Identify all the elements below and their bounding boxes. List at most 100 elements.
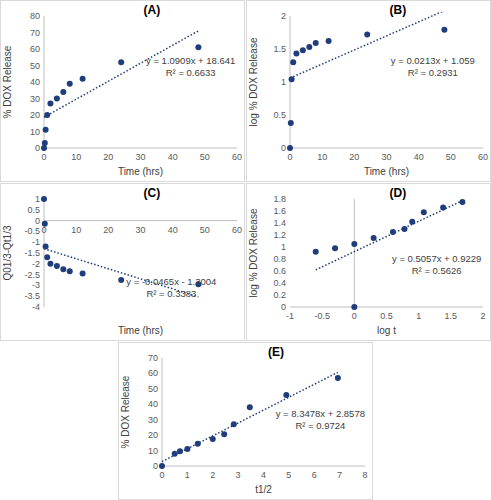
x-tick-label: 10 [71, 225, 81, 235]
y-tick-label: 50 [148, 384, 158, 394]
x-axis-title: Time (hrs) [364, 166, 409, 177]
x-tick-label: 0 [287, 152, 292, 162]
x-tick-label: 1.5 [445, 311, 458, 321]
y-tick-label: 1 [281, 242, 286, 252]
data-point [351, 241, 357, 247]
y-tick-label: 1.4 [273, 218, 286, 228]
x-axis [290, 307, 483, 308]
x-tick-label: 60 [232, 152, 242, 162]
y-tick-label: 2 [281, 11, 286, 21]
y-tick-label: 70 [148, 353, 158, 363]
x-tick-label: 20 [349, 152, 359, 162]
data-point [80, 271, 86, 277]
y-tick-label: 0 [281, 143, 286, 153]
data-point [351, 304, 357, 310]
y-tick-label: -3.5 [24, 291, 40, 301]
x-tick-label: 5 [286, 470, 291, 480]
x-tick-label: 40 [414, 152, 424, 162]
x-tick-label: 20 [103, 152, 113, 162]
y-tick-label: 40 [148, 399, 158, 409]
y-tick-label: 80 [30, 11, 40, 21]
x-tick-label: 0 [159, 470, 164, 480]
data-point [247, 404, 253, 410]
data-point [326, 38, 332, 44]
y-tick-label: 60 [30, 44, 40, 54]
x-tick-label: 0 [41, 152, 46, 162]
x-tick-label: 30 [381, 152, 391, 162]
x-tick-label: 8 [362, 470, 367, 480]
data-point [44, 254, 50, 260]
x-tick-label: 60 [478, 152, 488, 162]
x-tick-label: 30 [135, 225, 145, 235]
data-point [441, 27, 447, 33]
y-tick-label: 50 [30, 61, 40, 71]
panel-frame [247, 1, 491, 182]
data-point [43, 127, 49, 133]
x-tick-label: 1 [416, 311, 421, 321]
y-tick-label: 70 [30, 28, 40, 38]
panel-frame [119, 343, 373, 500]
y-tick-label: 0.5 [27, 205, 40, 215]
equation-label: R² = 0.5626 [412, 265, 462, 276]
y-tick-label: 60 [148, 368, 158, 378]
y-tick-label: 0.5 [273, 110, 286, 120]
y-axis [354, 199, 355, 307]
x-axis-title: Time (hrs) [118, 166, 163, 177]
y-tick-label: -4 [32, 302, 40, 312]
data-point [47, 100, 53, 106]
data-point [290, 59, 296, 65]
y-tick-label: -0.5 [24, 226, 40, 236]
data-point [371, 235, 377, 241]
equation-label: R² = 0.2931 [408, 67, 458, 78]
data-point [172, 451, 178, 457]
y-tick-label: 0 [281, 302, 286, 312]
panel: 012345678010203040506070y = 8.3478x + 2.… [119, 343, 373, 500]
y-axis [44, 199, 45, 307]
x-tick-label: 40 [168, 225, 178, 235]
y-tick-label: 1.8 [273, 194, 286, 204]
panel-frame [247, 184, 491, 341]
x-tick-label: 50 [200, 225, 210, 235]
panel-title: (D) [390, 186, 407, 200]
y-tick-label: 1 [35, 194, 40, 204]
y-tick-label: 40 [30, 77, 40, 87]
y-tick-label: 1 [281, 77, 286, 87]
data-point [54, 96, 60, 102]
data-point [287, 145, 293, 151]
data-point [159, 463, 165, 469]
x-axis-title: log t [377, 325, 396, 336]
data-point [313, 249, 319, 255]
x-tick-label: 10 [317, 152, 327, 162]
equation-label: y = 1.0909x + 18.641 [146, 55, 235, 66]
data-point [67, 268, 73, 274]
x-tick-label: 60 [232, 225, 242, 235]
y-axis-title: % DOX Release [120, 375, 131, 448]
data-point [313, 40, 319, 46]
x-axis [290, 148, 483, 149]
data-point [80, 76, 86, 82]
y-tick-label: 20 [30, 110, 40, 120]
data-point [293, 51, 299, 57]
x-axis [44, 220, 237, 221]
y-tick-label: 1.5 [273, 44, 286, 54]
data-point [221, 431, 227, 437]
y-axis-title: log % DOX Release [248, 37, 259, 126]
equation-label: y = 0.0213x + 1.059 [391, 55, 475, 66]
data-point [332, 245, 338, 251]
x-tick-label: 2 [210, 470, 215, 480]
panel: 010203040506001020304050607080y = 1.0909… [1, 1, 245, 182]
data-point [47, 261, 53, 267]
panel-frame [1, 184, 245, 341]
y-tick-label: 10 [148, 446, 158, 456]
data-point [42, 221, 48, 227]
figure: 010203040506001020304050607080y = 1.0909… [0, 0, 491, 500]
panel-title: (A) [144, 3, 161, 17]
data-point [118, 277, 124, 283]
x-tick-label: 40 [168, 152, 178, 162]
data-point [306, 44, 312, 50]
plot-area [41, 31, 201, 151]
equation-label: R² = 0.9724 [295, 420, 345, 431]
y-axis [162, 358, 163, 466]
x-tick-label: 2 [480, 311, 485, 321]
y-tick-label: 0.4 [273, 278, 286, 288]
